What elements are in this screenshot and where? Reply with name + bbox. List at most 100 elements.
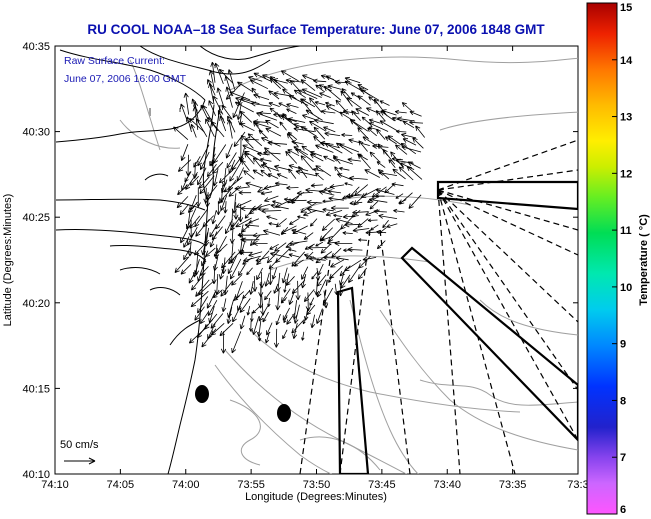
current-vector xyxy=(283,284,287,293)
current-vector xyxy=(275,313,281,326)
current-vector xyxy=(257,207,269,212)
current-vector xyxy=(197,144,210,167)
current-vector xyxy=(367,127,377,137)
current-vector xyxy=(202,215,214,228)
colorbar-tick-label: 8 xyxy=(620,395,626,407)
current-vector xyxy=(213,144,227,164)
current-vector xyxy=(174,256,190,273)
current-vector xyxy=(368,122,389,132)
current-vector xyxy=(390,151,404,168)
current-vector xyxy=(267,265,273,285)
current-vector xyxy=(351,110,361,121)
current-vector xyxy=(379,100,390,106)
current-vector xyxy=(273,283,279,294)
current-vector xyxy=(258,129,269,139)
current-vector xyxy=(280,225,297,234)
current-vector xyxy=(332,156,354,165)
current-vector xyxy=(281,267,288,284)
current-vector xyxy=(344,182,353,186)
current-vector xyxy=(301,331,305,341)
current-vector xyxy=(278,102,289,108)
current-vector xyxy=(322,287,334,306)
current-vector xyxy=(242,144,263,155)
current-vector xyxy=(301,88,322,98)
current-vector xyxy=(314,118,334,125)
current-vector xyxy=(412,137,424,149)
current-vector xyxy=(341,88,352,100)
current-vector xyxy=(393,208,405,213)
current-vector xyxy=(273,91,290,97)
current-vector xyxy=(289,198,307,204)
colorbar-tick-label: 9 xyxy=(620,339,626,351)
current-vector xyxy=(214,62,224,85)
current-vector xyxy=(282,88,297,100)
current-vector xyxy=(316,279,327,298)
current-vector xyxy=(199,266,209,277)
current-vector xyxy=(244,152,255,165)
current-vector xyxy=(177,184,188,196)
current-vector xyxy=(286,312,296,325)
current-vector xyxy=(211,121,225,138)
current-vector xyxy=(218,167,236,184)
colorbar-tick-label: 7 xyxy=(620,452,626,464)
current-vector xyxy=(289,218,300,225)
current-vector xyxy=(248,251,263,257)
current-vector xyxy=(308,256,326,262)
current-vector xyxy=(303,210,317,217)
current-vector xyxy=(262,311,269,323)
current-vector xyxy=(239,250,253,255)
current-vector xyxy=(225,218,233,235)
current-vector xyxy=(256,267,263,281)
current-vector xyxy=(407,161,421,169)
current-vector xyxy=(246,267,253,276)
current-vector xyxy=(263,229,281,236)
colorbar-tick-label: 6 xyxy=(620,504,626,516)
current-vector xyxy=(373,209,387,214)
current-vector xyxy=(308,245,327,251)
current-vector xyxy=(241,224,251,233)
colorbar-tick-label: 14 xyxy=(620,55,633,67)
current-vector xyxy=(238,264,246,277)
current-vector xyxy=(252,316,260,335)
current-vector xyxy=(270,251,290,259)
current-vector xyxy=(347,247,363,253)
current-vector xyxy=(292,323,298,339)
current-vector xyxy=(327,84,342,90)
current-vector xyxy=(180,226,189,244)
current-vector xyxy=(408,194,422,209)
current-vector xyxy=(228,185,242,197)
current-vector xyxy=(306,207,325,213)
current-vector xyxy=(322,199,332,203)
current-vector xyxy=(327,189,342,194)
current-vector xyxy=(310,183,323,188)
current-vector xyxy=(382,149,396,165)
current-vector xyxy=(402,120,415,129)
current-vector xyxy=(243,170,255,180)
current-vector xyxy=(295,148,314,163)
current-vector xyxy=(226,307,233,324)
current-vector xyxy=(401,132,417,139)
y-tick-label: 40:35 xyxy=(22,41,50,53)
current-vector xyxy=(236,103,242,120)
current-vector xyxy=(173,126,189,140)
current-vector xyxy=(200,311,209,325)
current-vector xyxy=(201,328,217,348)
current-vector xyxy=(358,238,368,242)
current-vector xyxy=(325,210,343,217)
current-vector xyxy=(265,331,270,344)
current-vector xyxy=(333,213,343,218)
y-tick-label: 40:25 xyxy=(22,212,50,224)
current-vector xyxy=(369,201,379,210)
current-vector xyxy=(185,171,198,190)
current-vector xyxy=(287,117,306,123)
current-vector xyxy=(207,79,216,96)
current-vector xyxy=(320,235,333,242)
current-vector xyxy=(229,91,251,101)
current-vector xyxy=(231,331,242,354)
current-vector xyxy=(342,214,359,220)
current-vector xyxy=(360,89,380,101)
current-vector xyxy=(198,176,210,189)
current-vector xyxy=(245,181,263,189)
current-vector xyxy=(265,119,279,129)
current-vector xyxy=(269,107,281,116)
